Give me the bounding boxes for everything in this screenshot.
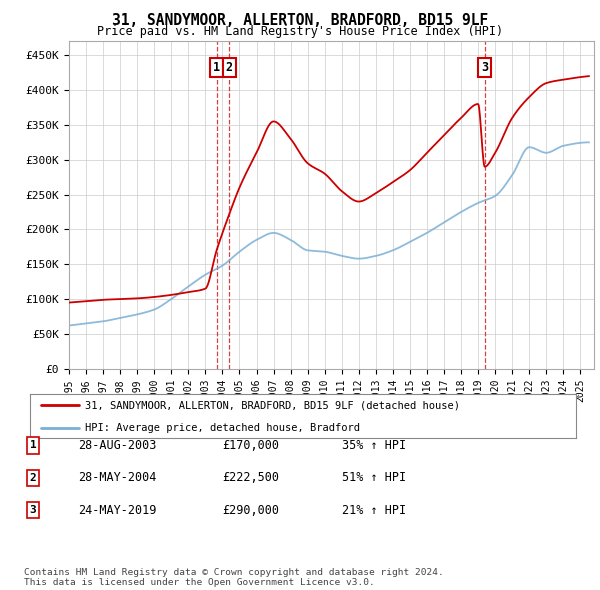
Text: 2: 2 xyxy=(226,61,233,74)
Text: £290,000: £290,000 xyxy=(222,504,279,517)
Text: Contains HM Land Registry data © Crown copyright and database right 2024.
This d: Contains HM Land Registry data © Crown c… xyxy=(24,568,444,587)
Text: £170,000: £170,000 xyxy=(222,439,279,452)
Text: Price paid vs. HM Land Registry's House Price Index (HPI): Price paid vs. HM Land Registry's House … xyxy=(97,25,503,38)
Text: 31, SANDYMOOR, ALLERTON, BRADFORD, BD15 9LF: 31, SANDYMOOR, ALLERTON, BRADFORD, BD15 … xyxy=(112,13,488,28)
Text: 31, SANDYMOOR, ALLERTON, BRADFORD, BD15 9LF (detached house): 31, SANDYMOOR, ALLERTON, BRADFORD, BD15 … xyxy=(85,401,460,411)
Text: 21% ↑ HPI: 21% ↑ HPI xyxy=(342,504,406,517)
Text: 28-AUG-2003: 28-AUG-2003 xyxy=(78,439,157,452)
Text: 3: 3 xyxy=(29,506,37,515)
Text: 1: 1 xyxy=(213,61,220,74)
Text: 24-MAY-2019: 24-MAY-2019 xyxy=(78,504,157,517)
Text: 51% ↑ HPI: 51% ↑ HPI xyxy=(342,471,406,484)
Text: 28-MAY-2004: 28-MAY-2004 xyxy=(78,471,157,484)
Text: 3: 3 xyxy=(481,61,488,74)
Text: 35% ↑ HPI: 35% ↑ HPI xyxy=(342,439,406,452)
Text: £222,500: £222,500 xyxy=(222,471,279,484)
Text: 2: 2 xyxy=(29,473,37,483)
Text: HPI: Average price, detached house, Bradford: HPI: Average price, detached house, Brad… xyxy=(85,423,359,433)
Text: 1: 1 xyxy=(29,441,37,450)
